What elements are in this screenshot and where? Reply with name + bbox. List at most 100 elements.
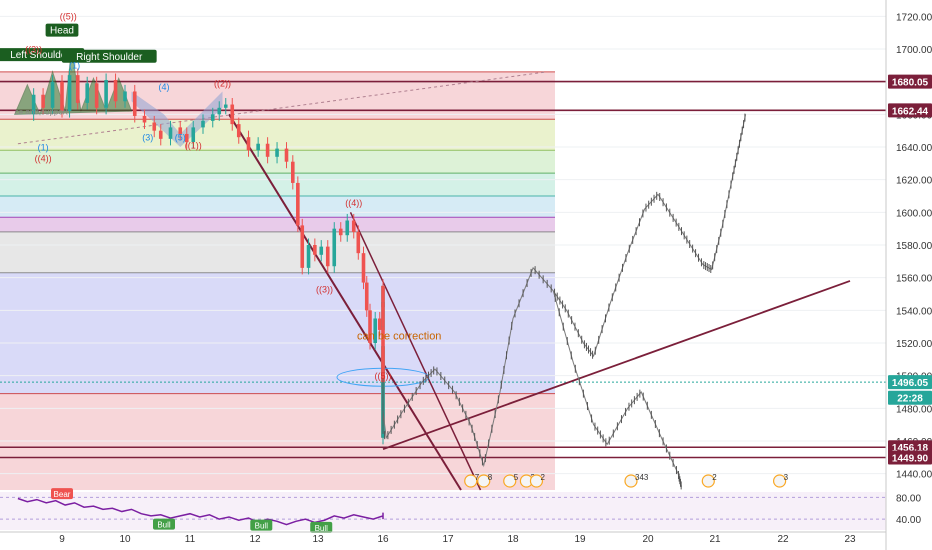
candle-body[interactable] [168,127,173,139]
x-tick-label: 21 [709,534,721,545]
candle-body[interactable] [345,220,350,236]
candle-body[interactable] [104,80,108,108]
y-tick-label: 1520.00 [896,339,932,350]
support-label: ce and support [15,107,69,116]
x-tick-label: 20 [642,534,654,545]
candle-body[interactable] [123,91,127,102]
candle-body[interactable] [300,225,305,268]
candle-body[interactable] [85,83,89,103]
candle-body[interactable] [152,122,157,131]
candle-body[interactable] [351,220,356,232]
event-flag-icon[interactable] [503,474,517,488]
y-tick-label: 1700.00 [896,45,932,56]
candle-body[interactable] [31,94,36,115]
x-tick-label: 23 [844,534,856,545]
price-label: 1456.18 [892,443,929,454]
candle-body[interactable] [178,127,183,134]
event-flag-icon[interactable] [477,474,491,488]
wave-label: ((3)) [316,284,333,294]
wave-annotations: can be correction ((4)) ((3)) ((5)) ((2)) ((1… [15,12,442,381]
candle-body[interactable] [377,318,382,330]
rsi-tick: 40.00 [896,515,921,526]
rsi-signal: Bull [315,524,329,533]
x-tick-label: 17 [442,534,454,545]
event-count: 8 [488,473,493,482]
candle-body[interactable] [67,75,72,112]
channel-line-rising[interactable] [382,280,851,451]
head-shoulders-pattern: Head Left Shoulder Right Shoulder [0,23,223,147]
candle-body[interactable] [246,137,251,151]
channel-line-upper[interactable] [228,113,462,491]
wave-label: ((4)) [345,198,362,208]
rsi-signal-bg [310,521,333,533]
candle-body[interactable] [368,310,372,343]
candle-body[interactable] [191,127,196,143]
candle-body[interactable] [60,81,64,112]
candle-body[interactable] [75,75,80,103]
candle-body[interactable] [373,318,377,344]
candle-body[interactable] [50,81,55,108]
channel-line-lower[interactable] [349,212,482,491]
price-label: 22:28 [897,394,923,405]
fib-bands [0,71,555,490]
wave-label: can be correction [357,331,441,343]
candle-body[interactable] [210,114,215,121]
candle-body[interactable] [94,83,99,108]
rsi-signal: Bull [255,522,269,531]
candle-body[interactable] [306,245,311,268]
fib-band [0,196,555,218]
event-flag-icon[interactable] [701,474,715,488]
candle-body[interactable] [319,246,324,255]
rsi-signal-bg [250,519,273,531]
projection-path-down[interactable] [552,290,682,487]
projection-path [382,113,747,490]
wave-wedge[interactable] [131,91,223,147]
price-label: 1680.05 [892,78,929,89]
candle-body[interactable] [291,161,295,183]
wave-label: (1) [38,142,49,152]
candle-body[interactable] [338,228,343,236]
candle-body[interactable] [313,245,317,255]
event-flag-icon[interactable] [772,474,787,488]
candle-body[interactable] [236,124,241,138]
price-label-bg [888,375,932,390]
x-tick-label: 19 [574,534,586,545]
rsi-signal-bg [153,518,175,530]
price-label: 1496.05 [892,378,929,389]
candle-body[interactable] [332,228,337,267]
rsi-signal: Bear [54,490,71,499]
candle-body[interactable] [356,231,361,254]
wave-label: ((5)) [375,371,392,381]
price-label-bg [888,103,932,118]
wave-label: ((2)) [214,79,231,89]
candle-body[interactable] [364,282,369,311]
candle-body[interactable] [284,148,289,162]
pattern-label-bg [45,23,79,37]
candle-body[interactable] [325,246,330,267]
candle-body[interactable] [158,130,163,139]
candle-body[interactable] [361,253,366,283]
candle-body[interactable] [142,115,147,123]
candle-body[interactable] [230,104,235,125]
candle-body[interactable] [256,143,260,151]
candle-body[interactable] [223,104,228,108]
event-count: 343 [635,473,649,482]
event-flag-icon[interactable] [529,474,544,488]
candle-body[interactable] [275,148,279,157]
event-flag-icon[interactable] [624,474,638,488]
pattern-label: Left Shoulder [10,50,70,61]
candle-body[interactable] [265,143,270,157]
candle-body[interactable] [184,133,189,143]
dotted-trendline[interactable] [17,71,547,145]
candle-body[interactable] [201,120,205,128]
candle-body[interactable] [113,80,118,102]
candle-body[interactable] [132,91,137,116]
grid-lines [0,15,886,475]
rsi-tick: 80.00 [896,493,921,504]
candle-body[interactable] [217,107,222,115]
event-flag-icon[interactable] [464,474,478,488]
y-tick-label: 1580.00 [896,241,932,252]
candle-body[interactable] [296,182,300,226]
candle-body[interactable] [41,94,45,108]
